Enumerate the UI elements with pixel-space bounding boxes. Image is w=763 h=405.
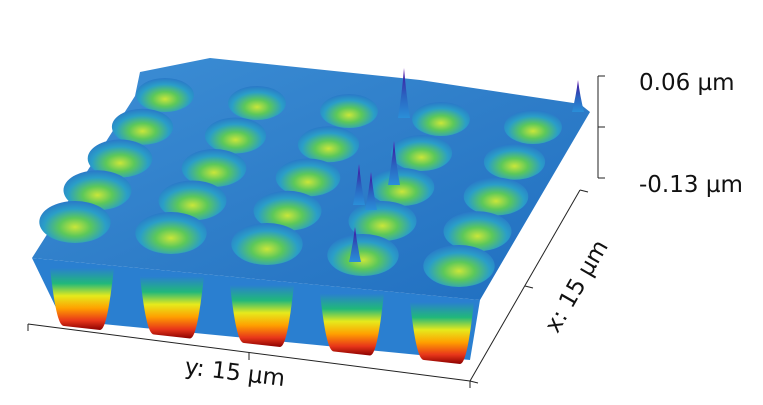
x-axis-tick (469, 380, 479, 384)
pit (369, 168, 435, 206)
pit-cross-section (50, 268, 114, 330)
pit (231, 223, 303, 265)
pit (463, 177, 529, 216)
x-axis-line (469, 189, 581, 382)
pit (275, 158, 341, 197)
x-axis-tick (579, 189, 589, 193)
y-axis-label: y: 15 µm (183, 354, 286, 392)
x-axis-tick (524, 285, 534, 289)
spike (365, 172, 377, 210)
spike (398, 68, 410, 118)
pit (390, 135, 453, 171)
pit (297, 126, 360, 163)
pit (320, 94, 378, 128)
pit (136, 78, 194, 112)
pit (135, 212, 207, 254)
pit (204, 117, 267, 154)
pit (181, 149, 247, 187)
pit-cross-section (320, 293, 384, 356)
pit (158, 180, 227, 221)
pit (348, 201, 417, 241)
spike (388, 141, 400, 185)
pit (253, 190, 322, 231)
pit (412, 102, 470, 136)
spike (353, 164, 365, 205)
pit (504, 110, 562, 144)
spike-features (349, 68, 584, 262)
pit-cross-section (230, 285, 294, 347)
pit (423, 245, 495, 287)
z-tick-label-bottom: -0.13 µm (639, 172, 743, 198)
pit-cross-section (410, 302, 474, 364)
pit (63, 170, 132, 211)
pit (87, 139, 153, 178)
pit-array (39, 78, 562, 287)
pit (483, 143, 546, 180)
pit (228, 86, 286, 120)
spike (572, 80, 584, 112)
pit (111, 108, 174, 145)
z-tick-label-top: 0.06 µm (639, 70, 735, 96)
pit (39, 201, 111, 243)
spike (349, 227, 361, 262)
pit (443, 211, 512, 252)
x-axis-label: x: 15 µm (540, 236, 614, 338)
pit-cross-sections (50, 268, 474, 364)
pit-cross-section (140, 276, 204, 339)
pit (327, 234, 399, 276)
